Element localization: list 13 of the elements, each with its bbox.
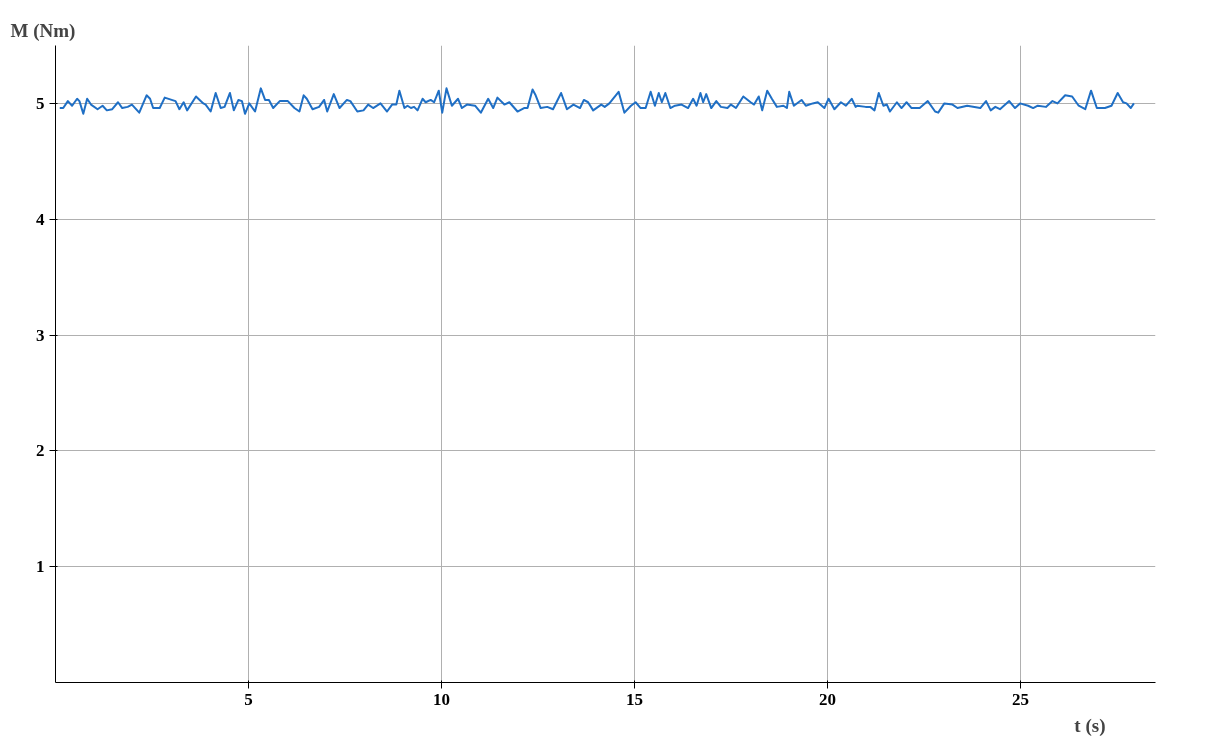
y-tick-label: 5 (36, 93, 45, 113)
y-tick-label: 4 (36, 209, 45, 229)
x-tick-label: 10 (432, 689, 450, 709)
x-tick-label: 15 (625, 689, 643, 709)
y-axis-title: M (Nm) (10, 19, 76, 42)
y-tick-label: 2 (36, 441, 45, 461)
x-tick-label: 25 (1011, 689, 1029, 709)
x-axis-title: t (s) (1074, 714, 1106, 737)
y-tick-label: 3 (36, 325, 45, 345)
x-tick-label: 20 (818, 689, 836, 709)
x-tick-label: 5 (244, 689, 253, 709)
line-series (58, 87, 1135, 115)
y-tick-label: 1 (36, 557, 45, 577)
